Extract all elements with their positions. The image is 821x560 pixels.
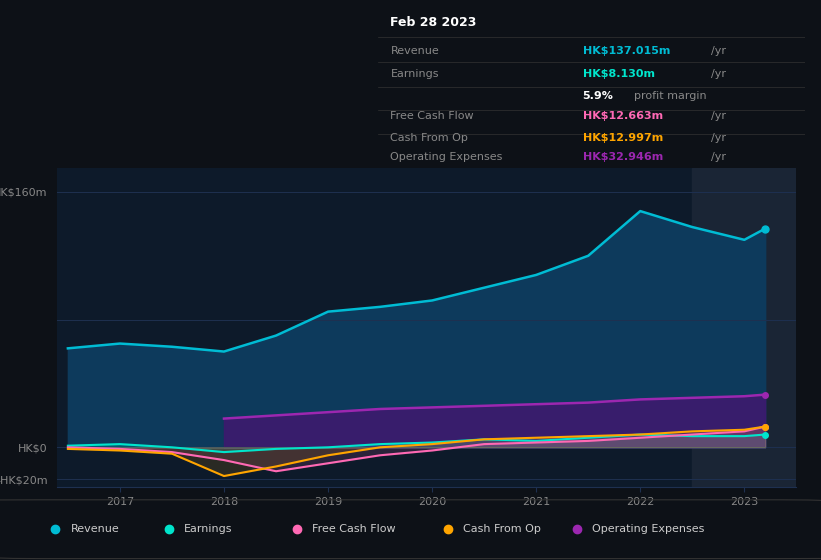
- Text: /yr: /yr: [711, 152, 726, 162]
- Text: Revenue: Revenue: [71, 524, 119, 534]
- Text: Operating Expenses: Operating Expenses: [391, 152, 502, 162]
- Text: Feb 28 2023: Feb 28 2023: [391, 16, 477, 29]
- Text: Revenue: Revenue: [391, 45, 439, 55]
- Bar: [692, 168, 796, 487]
- Text: HK$12.997m: HK$12.997m: [583, 133, 663, 143]
- Text: Free Cash Flow: Free Cash Flow: [312, 524, 396, 534]
- Text: /yr: /yr: [711, 111, 726, 121]
- Text: HK$8.130m: HK$8.130m: [583, 69, 654, 79]
- Text: 5.9%: 5.9%: [583, 91, 613, 101]
- Text: HK$137.015m: HK$137.015m: [583, 45, 670, 55]
- Text: profit margin: profit margin: [634, 91, 706, 101]
- Text: /yr: /yr: [711, 45, 726, 55]
- Text: HK$32.946m: HK$32.946m: [583, 152, 663, 162]
- Text: Free Cash Flow: Free Cash Flow: [391, 111, 474, 121]
- Text: HK$12.663m: HK$12.663m: [583, 111, 663, 121]
- Text: Cash From Op: Cash From Op: [391, 133, 468, 143]
- Text: Earnings: Earnings: [184, 524, 232, 534]
- Text: /yr: /yr: [711, 133, 726, 143]
- Text: Operating Expenses: Operating Expenses: [592, 524, 704, 534]
- Text: Earnings: Earnings: [391, 69, 439, 79]
- Text: Cash From Op: Cash From Op: [463, 524, 541, 534]
- Text: /yr: /yr: [711, 69, 726, 79]
